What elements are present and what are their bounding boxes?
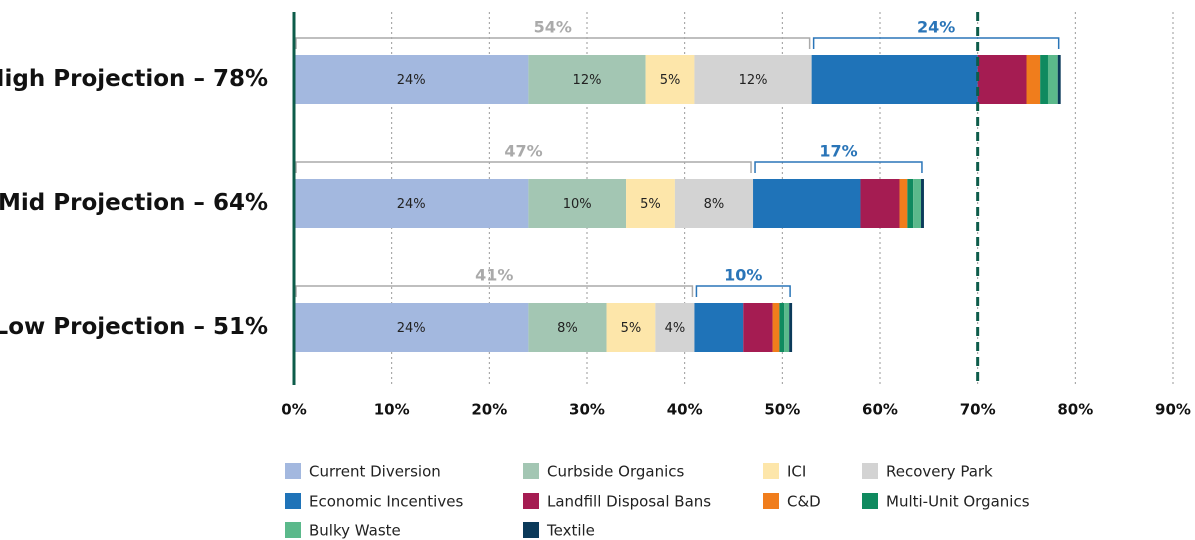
legend-label: Multi-Unit Organics — [886, 493, 1030, 511]
bracket-label: 10% — [724, 266, 762, 285]
value-label: 5% — [660, 73, 681, 88]
x-tick-label: 60% — [862, 401, 898, 419]
legend-swatch — [523, 522, 539, 538]
bracket — [812, 37, 1060, 49]
legend-label: Recovery Park — [886, 463, 993, 481]
bar-segment — [784, 303, 790, 352]
bar-segment — [772, 303, 780, 352]
legend-swatch — [523, 463, 539, 479]
x-tick-label: 70% — [960, 401, 996, 419]
bracket — [295, 285, 694, 297]
bar-segment — [294, 303, 529, 352]
bar-segment — [294, 55, 529, 104]
x-tick-label: 30% — [569, 401, 605, 419]
value-label: 8% — [704, 197, 725, 212]
bracket — [295, 161, 752, 173]
legend-swatch — [862, 493, 878, 509]
legend-label: Bulky Waste — [309, 522, 401, 540]
bar-segment — [907, 179, 914, 228]
bar-segment — [645, 55, 695, 104]
legend-label: C&D — [787, 493, 821, 511]
value-label: 8% — [557, 321, 578, 336]
x-tick-label: 10% — [374, 401, 410, 419]
bar-segment — [626, 179, 675, 228]
legend-swatch — [285, 522, 301, 538]
bracket-label: 17% — [819, 142, 857, 161]
bar-segment — [743, 303, 773, 352]
bar-segment — [528, 179, 627, 228]
bar-segment — [294, 179, 529, 228]
bar-segment — [899, 179, 908, 228]
bracket-label: 24% — [917, 18, 955, 37]
category-label: Low Projection – 51% — [0, 314, 268, 340]
category-label: High Projection – 78% — [0, 66, 268, 92]
bar-segment — [1026, 55, 1041, 104]
value-label: 12% — [739, 73, 768, 88]
legend-label: Landfill Disposal Bans — [547, 493, 711, 511]
legend-label: Textile — [546, 522, 595, 540]
x-tick-label: 20% — [471, 401, 507, 419]
x-tick-label: 80% — [1057, 401, 1093, 419]
legend-label: Curbside Organics — [547, 463, 685, 481]
bar-segment — [694, 55, 812, 104]
value-label: 5% — [621, 321, 642, 336]
x-tick-label: 40% — [667, 401, 703, 419]
legend-swatch — [763, 493, 779, 509]
legend-swatch — [523, 493, 539, 509]
bracket-label: 54% — [534, 18, 572, 37]
value-label: 5% — [640, 197, 661, 212]
x-tick-label: 0% — [281, 401, 306, 419]
legend-label: Current Diversion — [309, 463, 441, 481]
bar-segment — [779, 303, 785, 352]
bar-segment — [606, 303, 656, 352]
bracket — [754, 161, 923, 173]
bar-segment — [753, 179, 861, 228]
bracket-label: 41% — [475, 266, 513, 285]
bar-segment — [860, 179, 900, 228]
x-tick-label: 50% — [764, 401, 800, 419]
bar-segment — [913, 179, 922, 228]
value-label: 24% — [397, 321, 426, 336]
bracket — [695, 285, 791, 297]
value-label: 10% — [563, 197, 592, 212]
bar-segment — [655, 303, 695, 352]
bar-segment — [528, 303, 607, 352]
value-label: 4% — [665, 321, 686, 336]
legend-swatch — [862, 463, 878, 479]
category-label: Mid Projection – 64% — [0, 190, 268, 216]
value-label: 12% — [573, 73, 602, 88]
bracket-label: 47% — [504, 142, 542, 161]
x-tick-label: 90% — [1155, 401, 1191, 419]
legend-label: ICI — [787, 463, 806, 481]
legend-swatch — [763, 463, 779, 479]
bar-segment — [921, 179, 924, 228]
legend-swatch — [285, 493, 301, 509]
legend-label: Economic Incentives — [309, 493, 463, 511]
bar-segment — [528, 55, 646, 104]
value-label: 24% — [397, 73, 426, 88]
bar-segment — [1057, 55, 1061, 104]
bar-segment — [789, 303, 793, 352]
bar-segment — [1040, 55, 1048, 104]
bracket — [295, 37, 811, 49]
bar-segment — [694, 303, 744, 352]
legend-swatch — [285, 463, 301, 479]
bar-segment — [674, 179, 754, 228]
bar-segment — [811, 55, 978, 104]
value-label: 24% — [397, 197, 426, 212]
bar-segment — [1047, 55, 1058, 104]
bar-segment — [977, 55, 1027, 104]
